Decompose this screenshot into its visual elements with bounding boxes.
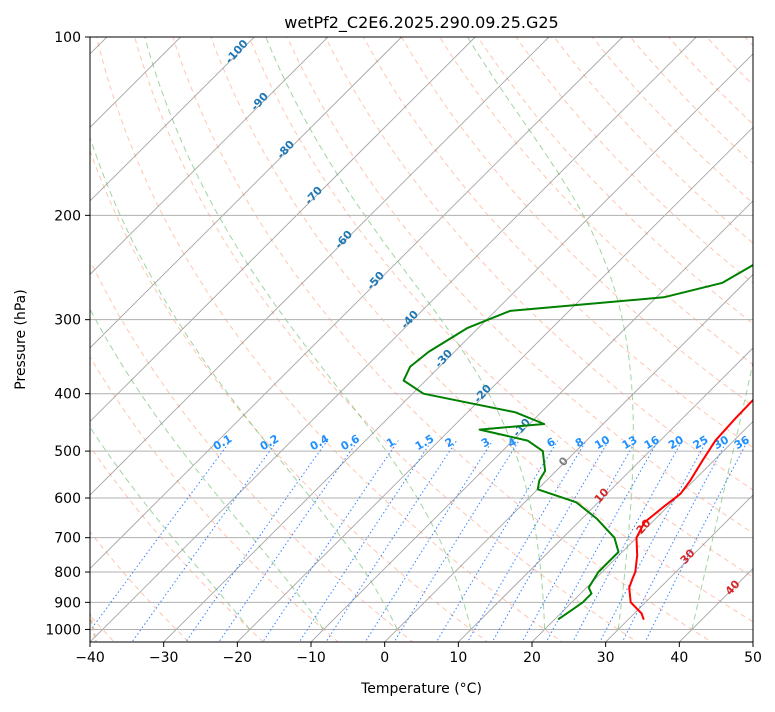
- x-tick-label: −10: [296, 650, 326, 666]
- y-axis-label: Pressure (hPa): [13, 289, 29, 389]
- y-tick-label: 600: [54, 491, 81, 507]
- x-axis-label: Temperature (°C): [360, 681, 482, 697]
- y-tick-label: 200: [54, 208, 81, 224]
- x-tick-label: −30: [149, 650, 179, 666]
- x-tick-label: 10: [449, 650, 467, 666]
- y-tick-label: 100: [54, 30, 81, 46]
- y-tick-label: 400: [54, 387, 81, 403]
- y-tick-label: 800: [54, 565, 81, 581]
- x-tick-label: 40: [670, 650, 688, 666]
- chart-title: wetPf2_C2E6.2025.290.09.25.G25: [284, 13, 558, 33]
- x-tick-label: 0: [380, 650, 389, 666]
- x-tick-label: 20: [523, 650, 541, 666]
- y-tick-label: 300: [54, 313, 81, 329]
- x-tick-label: 50: [744, 650, 762, 666]
- y-tick-label: 700: [54, 531, 81, 547]
- x-tick-label: −20: [223, 650, 253, 666]
- y-tick-label: 1000: [45, 622, 81, 638]
- x-tick-label: −40: [75, 650, 105, 666]
- x-tick-label: 30: [597, 650, 615, 666]
- y-tick-label: 900: [54, 595, 81, 611]
- y-tick-label: 500: [54, 444, 81, 460]
